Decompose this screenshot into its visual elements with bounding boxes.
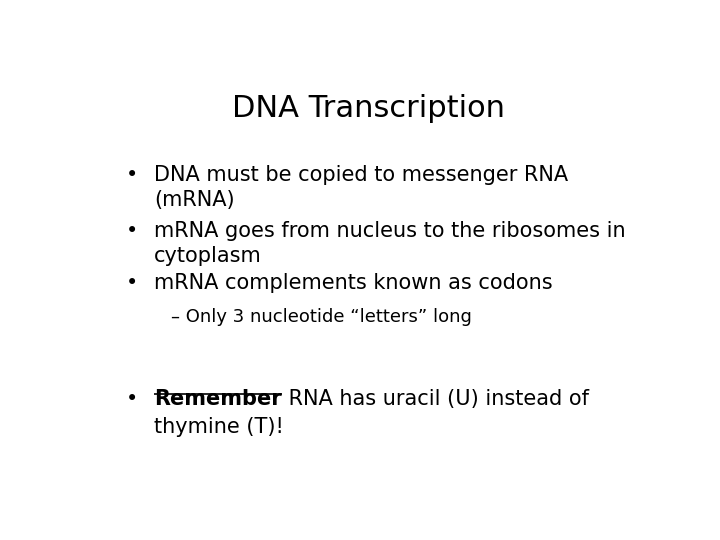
Text: Remember: Remember	[154, 389, 282, 409]
Text: – Only 3 nucleotide “letters” long: – Only 3 nucleotide “letters” long	[171, 308, 472, 326]
Text: DNA Transcription: DNA Transcription	[233, 94, 505, 123]
Text: thymine (T)!: thymine (T)!	[154, 417, 284, 437]
Text: •: •	[126, 389, 138, 409]
Text: mRNA complements known as codons: mRNA complements known as codons	[154, 273, 553, 293]
Text: •: •	[126, 273, 138, 293]
Text: •: •	[126, 221, 138, 241]
Text: RNA has uracil (U) instead of: RNA has uracil (U) instead of	[282, 389, 589, 409]
Text: •: •	[126, 165, 138, 185]
Text: mRNA goes from nucleus to the ribosomes in
cytoplasm: mRNA goes from nucleus to the ribosomes …	[154, 221, 626, 266]
Text: DNA must be copied to messenger RNA
(mRNA): DNA must be copied to messenger RNA (mRN…	[154, 165, 568, 210]
